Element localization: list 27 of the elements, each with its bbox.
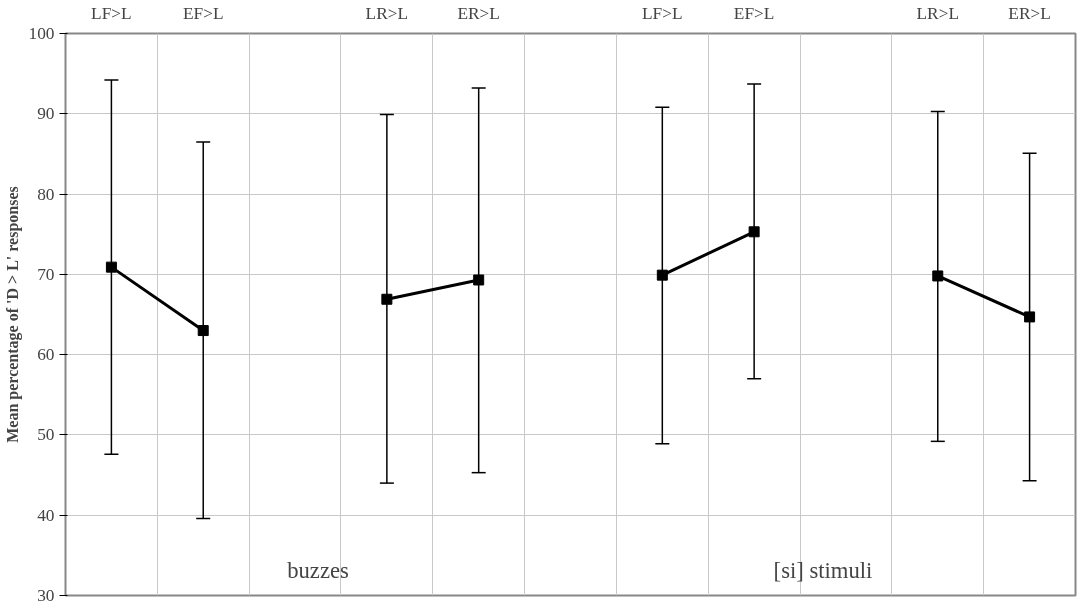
x-tick-label: ER>L	[1008, 3, 1051, 23]
y-tick-label: 30	[37, 586, 55, 605]
x-tick-label: LR>L	[916, 3, 960, 23]
point	[473, 274, 485, 286]
x-tick-label: ER>L	[457, 3, 500, 23]
y-tick-label: 70	[37, 264, 55, 284]
y-tick-label: 60	[37, 345, 55, 365]
x-tick-label: LF>L	[91, 3, 132, 23]
point	[932, 270, 944, 282]
point	[656, 269, 668, 281]
y-tick-label: 50	[37, 425, 55, 445]
point	[1024, 311, 1036, 323]
y-tick-label: 90	[37, 104, 55, 124]
annotation: buzzes	[287, 557, 349, 583]
point	[197, 325, 209, 337]
x-tick-label: EF>L	[182, 3, 224, 23]
x-tick-label: EF>L	[733, 3, 775, 23]
y-tick-label: 40	[37, 505, 55, 525]
y-axis-title: Mean percentage of 'D > L' responses	[3, 186, 22, 443]
point	[748, 226, 760, 238]
x-tick-label: LR>L	[365, 3, 409, 23]
point	[381, 293, 393, 305]
annotation: [si] stimuli	[773, 557, 873, 583]
y-tick-label: 100	[28, 24, 55, 43]
x-tick-label: LF>L	[642, 3, 683, 23]
y-tick-label: 80	[37, 184, 55, 204]
point	[105, 261, 117, 273]
